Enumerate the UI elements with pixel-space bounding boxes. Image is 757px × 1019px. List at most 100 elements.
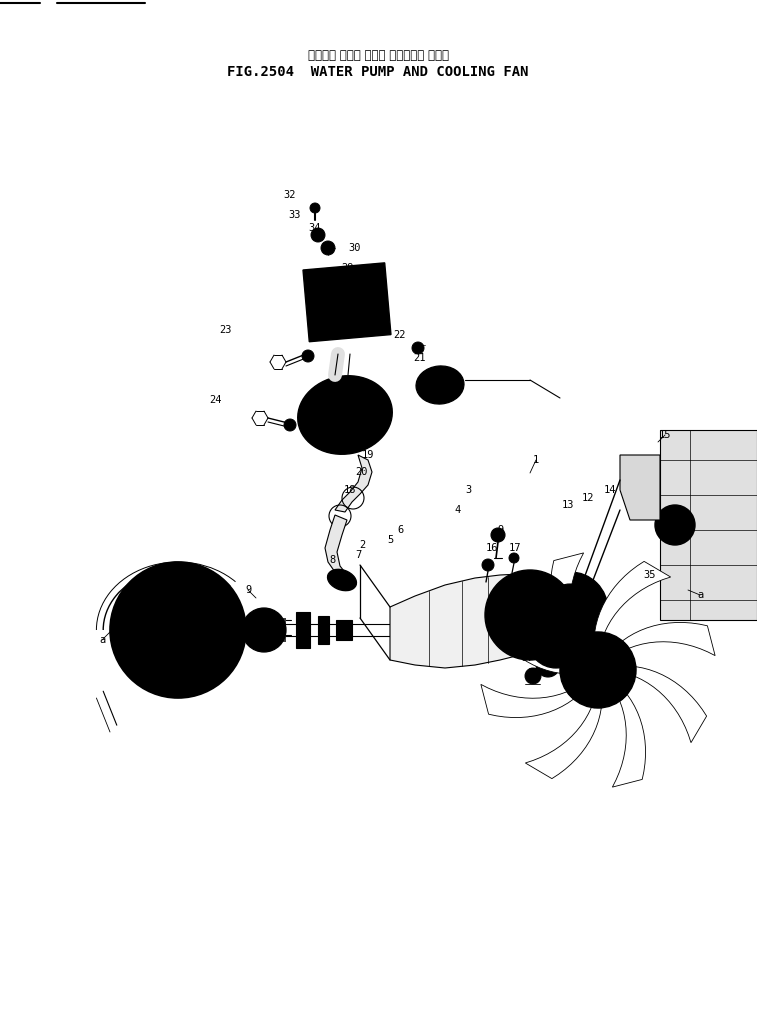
Bar <box>336 620 352 640</box>
Text: 10: 10 <box>123 613 136 623</box>
Text: 9: 9 <box>497 525 503 535</box>
Text: 2: 2 <box>359 540 365 550</box>
Text: FIG.2504  WATER PUMP AND COOLING FAN: FIG.2504 WATER PUMP AND COOLING FAN <box>227 65 528 79</box>
Text: 16: 16 <box>486 543 498 553</box>
Text: 31: 31 <box>354 275 366 285</box>
Circle shape <box>314 231 322 238</box>
Polygon shape <box>481 685 574 717</box>
Text: 26: 26 <box>336 395 348 405</box>
Circle shape <box>556 596 584 624</box>
Circle shape <box>544 584 596 636</box>
Circle shape <box>560 632 636 708</box>
Circle shape <box>425 377 431 383</box>
Circle shape <box>250 616 278 644</box>
Circle shape <box>603 651 610 658</box>
Polygon shape <box>525 707 601 779</box>
Text: a: a <box>697 590 703 600</box>
Text: 4: 4 <box>455 505 461 515</box>
Circle shape <box>171 624 185 637</box>
Circle shape <box>590 662 606 678</box>
Polygon shape <box>635 666 706 743</box>
Circle shape <box>577 666 584 674</box>
Text: 34: 34 <box>309 223 321 233</box>
Circle shape <box>542 659 554 671</box>
Circle shape <box>111 615 125 629</box>
Text: 33: 33 <box>288 210 301 220</box>
Circle shape <box>585 651 593 658</box>
Circle shape <box>528 612 584 668</box>
Text: 28: 28 <box>366 417 378 427</box>
Circle shape <box>425 387 431 393</box>
Polygon shape <box>595 561 671 633</box>
Text: 23: 23 <box>219 325 231 335</box>
Text: 36: 36 <box>549 620 561 630</box>
Text: 25: 25 <box>437 370 449 380</box>
Circle shape <box>538 622 574 658</box>
Circle shape <box>548 632 564 648</box>
Circle shape <box>242 608 286 652</box>
Ellipse shape <box>426 374 454 396</box>
Circle shape <box>603 682 610 689</box>
Text: 1: 1 <box>533 455 539 465</box>
Text: 21: 21 <box>414 353 426 363</box>
Text: 22: 22 <box>394 330 407 340</box>
Circle shape <box>525 668 541 684</box>
Text: 3: 3 <box>465 485 471 495</box>
Text: 12: 12 <box>581 493 594 503</box>
Circle shape <box>512 597 548 633</box>
Text: 30: 30 <box>349 243 361 253</box>
Text: 32: 32 <box>284 190 296 200</box>
Polygon shape <box>246 626 286 634</box>
Circle shape <box>664 514 686 536</box>
Text: ウォータ ポンプ および クーリング ファン: ウォータ ポンプ および クーリング ファン <box>307 49 448 61</box>
Text: 35: 35 <box>643 570 656 580</box>
Text: 20: 20 <box>356 467 368 477</box>
Text: 27: 27 <box>350 407 363 417</box>
Circle shape <box>302 350 314 362</box>
Text: 15: 15 <box>659 430 671 440</box>
Text: 9: 9 <box>245 585 251 595</box>
Text: 37: 37 <box>522 653 534 663</box>
Text: 38: 38 <box>542 643 554 653</box>
Polygon shape <box>390 574 520 668</box>
Text: 7: 7 <box>355 550 361 560</box>
Circle shape <box>321 242 335 255</box>
Circle shape <box>585 682 593 689</box>
Polygon shape <box>660 430 757 620</box>
Circle shape <box>310 203 320 213</box>
Ellipse shape <box>333 574 350 586</box>
Circle shape <box>485 570 575 660</box>
Text: 29: 29 <box>341 263 354 273</box>
Circle shape <box>655 505 695 545</box>
Text: 24: 24 <box>209 395 221 405</box>
Circle shape <box>311 228 325 242</box>
Ellipse shape <box>320 394 370 436</box>
Polygon shape <box>335 455 372 512</box>
Ellipse shape <box>309 385 381 445</box>
Ellipse shape <box>319 287 377 337</box>
Text: 11: 11 <box>148 610 161 620</box>
Circle shape <box>141 593 216 667</box>
Circle shape <box>449 377 455 383</box>
Circle shape <box>157 609 198 650</box>
Text: a: a <box>99 635 105 645</box>
Ellipse shape <box>328 294 368 329</box>
Polygon shape <box>246 634 286 642</box>
Bar <box>296 612 310 648</box>
Polygon shape <box>612 694 646 787</box>
Polygon shape <box>622 623 715 655</box>
Circle shape <box>498 583 562 647</box>
Circle shape <box>412 342 424 354</box>
Bar <box>303 263 391 341</box>
Circle shape <box>612 666 619 674</box>
Text: 8: 8 <box>329 555 335 565</box>
Circle shape <box>110 562 246 698</box>
Circle shape <box>449 387 455 393</box>
Bar <box>318 616 329 644</box>
Text: 6: 6 <box>397 525 403 535</box>
Circle shape <box>284 419 296 431</box>
Circle shape <box>491 528 505 542</box>
Circle shape <box>509 553 519 564</box>
Ellipse shape <box>298 376 392 454</box>
Polygon shape <box>550 553 584 646</box>
